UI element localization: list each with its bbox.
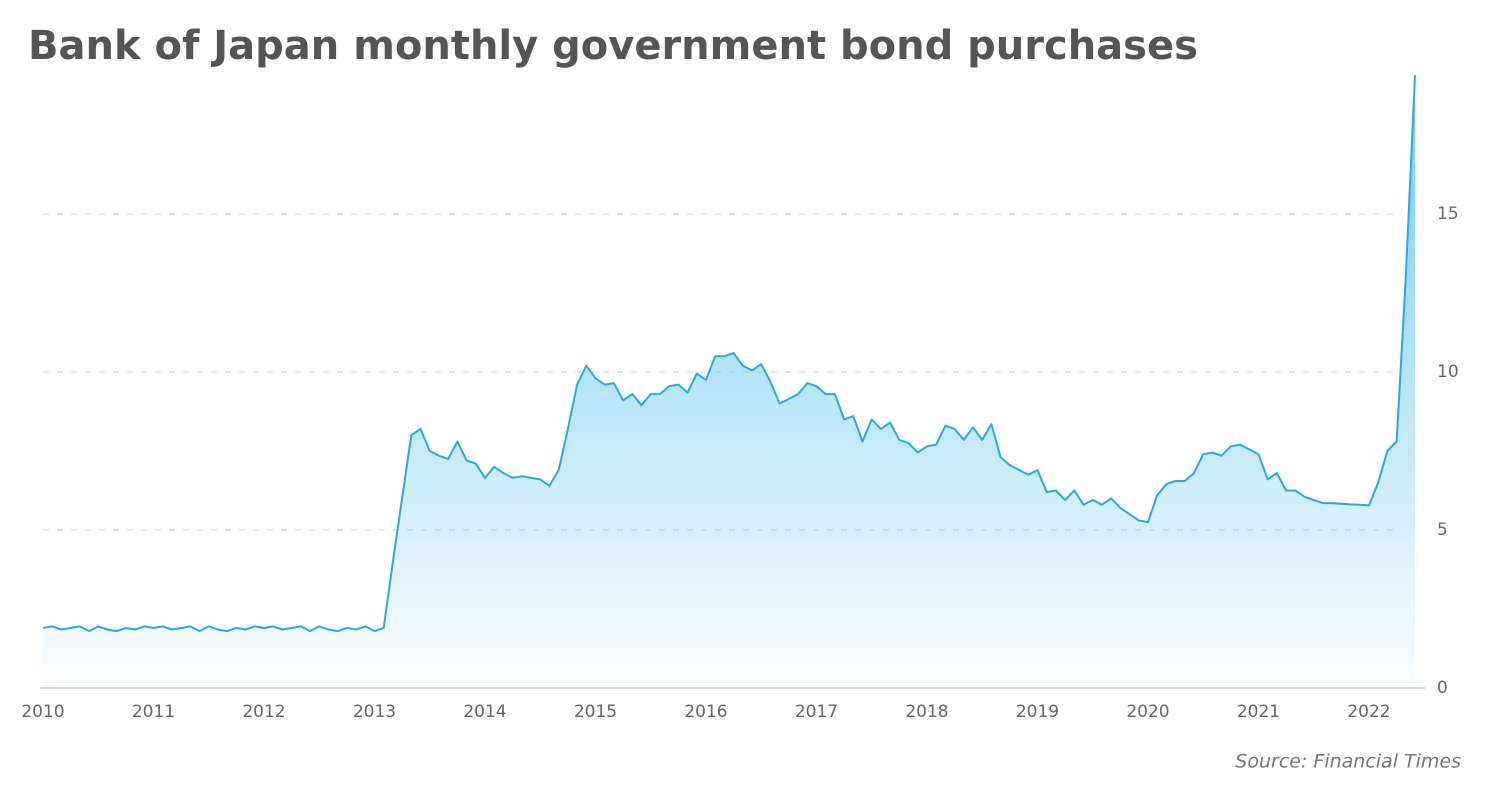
y-tick-label: 5 — [1437, 520, 1448, 540]
y-tick-label: 15 — [1437, 204, 1459, 224]
x-tick-label: 2012 — [242, 702, 285, 722]
x-tick-label: 2015 — [574, 702, 617, 722]
chart-title: Bank of Japan monthly government bond pu… — [28, 23, 1198, 69]
area-fill — [43, 75, 1415, 688]
x-tick-label: 2017 — [795, 702, 838, 722]
y-tick-label: 10 — [1437, 362, 1459, 382]
x-tick-label: 2020 — [1126, 702, 1169, 722]
x-tick-label: 2019 — [1016, 702, 1059, 722]
x-tick-label: 2013 — [353, 702, 396, 722]
x-tick-label: 2010 — [21, 702, 64, 722]
x-tick-label: 2022 — [1347, 702, 1390, 722]
x-tick-label: 2016 — [684, 702, 727, 722]
x-tick-label: 2011 — [132, 702, 175, 722]
x-tick-label: 2021 — [1237, 702, 1280, 722]
x-tick-label: 2018 — [905, 702, 948, 722]
x-tick-label: 2014 — [463, 702, 506, 722]
source-note: Source: Financial Times — [1235, 751, 1461, 773]
line — [42, 74, 1416, 633]
y-tick-label: 0 — [1437, 678, 1448, 698]
